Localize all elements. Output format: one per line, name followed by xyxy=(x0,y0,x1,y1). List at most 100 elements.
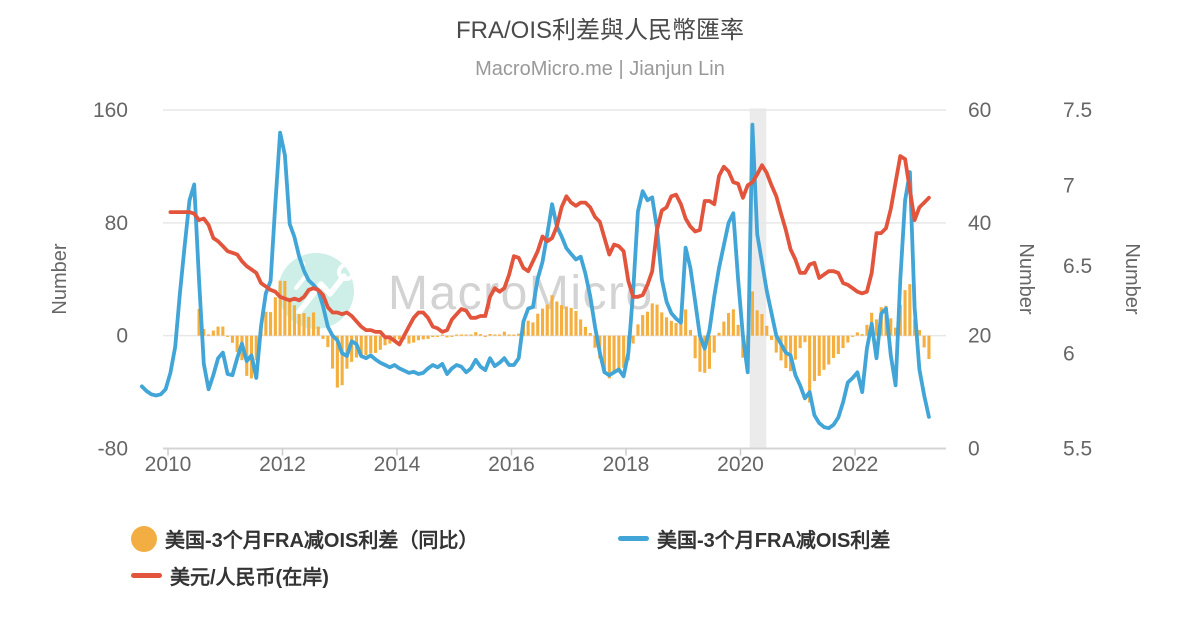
bar-0-62 xyxy=(493,334,497,336)
bar-0-109 xyxy=(717,332,721,336)
bar-0-100 xyxy=(674,323,678,336)
svg-text:5.5: 5.5 xyxy=(1063,438,1092,461)
legend-item-usdcny[interactable]: 美元/人民币(在岸) xyxy=(131,561,329,590)
bar-0-26 xyxy=(321,335,325,339)
bar-0-77 xyxy=(564,306,568,336)
bar-0-53 xyxy=(450,335,454,337)
bar-0-56 xyxy=(464,334,468,336)
legend-label-fraois-yoy: 美国-3个月FRA减OIS利差（同比） xyxy=(165,530,479,552)
svg-text:0: 0 xyxy=(968,438,980,461)
bar-0-131 xyxy=(822,335,826,370)
bar-0-105 xyxy=(698,335,702,372)
bar-0-103 xyxy=(688,330,692,336)
bar-0-16 xyxy=(273,297,277,336)
bar-0-12 xyxy=(254,335,258,361)
bar-0-110 xyxy=(722,321,726,336)
bar-0-70 xyxy=(531,322,535,336)
bar-0-22 xyxy=(302,313,306,336)
svg-text:2012: 2012 xyxy=(259,453,306,476)
bar-0-88 xyxy=(617,335,621,369)
svg-text:80: 80 xyxy=(105,212,128,235)
bar-0-145 xyxy=(889,318,893,336)
bar-0-130 xyxy=(817,335,821,376)
svg-text:2018: 2018 xyxy=(603,453,650,476)
bar-0-86 xyxy=(607,335,611,379)
bar-0-5 xyxy=(221,326,225,336)
bar-0-125 xyxy=(793,335,797,360)
bar-0-61 xyxy=(488,334,492,336)
svg-text:7: 7 xyxy=(1063,174,1075,197)
bar-0-71 xyxy=(536,313,540,336)
svg-text:Number: Number xyxy=(1121,243,1143,314)
bar-0-135 xyxy=(841,335,845,349)
bar-0-134 xyxy=(836,335,840,354)
bar-0-121 xyxy=(774,335,778,353)
chart-title: FRA/OIS利差與人民幣匯率 xyxy=(456,17,744,44)
bar-0-7 xyxy=(230,335,234,343)
legend: 美国-3个月FRA减OIS利差（同比） 美国-3个月FRA减OIS利差 美元/人… xyxy=(131,524,1131,604)
bar-0-81 xyxy=(583,326,587,336)
bar-0-52 xyxy=(445,335,449,338)
bar-0-133 xyxy=(832,335,836,358)
bar-0-129 xyxy=(812,335,816,381)
bar-0-104 xyxy=(693,335,697,359)
bar-0-49 xyxy=(431,335,435,338)
bar-0-24 xyxy=(312,312,316,336)
bar-0-111 xyxy=(727,313,731,336)
bar-0-94 xyxy=(645,311,649,336)
line-series[interactable] xyxy=(139,122,931,431)
bar-0-108 xyxy=(712,335,716,353)
svg-text:2010: 2010 xyxy=(145,453,192,476)
bar-0-46 xyxy=(416,335,420,341)
bar-0-47 xyxy=(421,335,425,340)
bar-0-63 xyxy=(498,334,502,336)
bar-0-58 xyxy=(474,332,478,336)
bar-0-3 xyxy=(211,330,215,336)
bar-0-137 xyxy=(851,335,855,337)
bar-0-152 xyxy=(922,335,926,348)
bar-0-82 xyxy=(588,333,592,336)
bar-0-119 xyxy=(765,325,769,336)
bar-0-116 xyxy=(750,291,754,336)
svg-text:6: 6 xyxy=(1063,343,1075,366)
bar-0-14 xyxy=(264,311,268,336)
bar-0-78 xyxy=(569,307,573,336)
bar-0-101 xyxy=(679,322,683,336)
bar-0-79 xyxy=(574,311,578,336)
bar-0-139 xyxy=(860,334,864,336)
bar-0-93 xyxy=(641,315,645,336)
bar-0-136 xyxy=(846,335,850,343)
legend-item-fraois[interactable]: 美国-3个月FRA减OIS利差 xyxy=(618,524,890,553)
bar-0-2 xyxy=(207,334,211,336)
bar-0-142 xyxy=(874,319,878,336)
bar-0-89 xyxy=(622,335,626,368)
bar-0-34 xyxy=(359,335,363,357)
bar-0-120 xyxy=(770,335,774,340)
bar-0-59 xyxy=(478,334,482,336)
bar-0-50 xyxy=(436,335,440,337)
bar-0-97 xyxy=(660,312,664,336)
svg-text:Number: Number xyxy=(49,243,71,314)
bar-0-28 xyxy=(331,335,335,369)
bar-0-76 xyxy=(560,305,564,336)
svg-text:MacroMicro: MacroMicro xyxy=(388,267,654,320)
bar-0-51 xyxy=(440,334,444,336)
bar-0-0 xyxy=(197,308,201,336)
bar-0-118 xyxy=(760,314,764,336)
svg-text:2020: 2020 xyxy=(717,453,764,476)
legend-item-fraois-yoy[interactable]: 美国-3个月FRA减OIS利差（同比） xyxy=(131,524,478,553)
bar-0-146 xyxy=(894,327,898,336)
bar-0-15 xyxy=(269,312,273,336)
svg-text:2022: 2022 xyxy=(832,453,879,476)
bar-0-25 xyxy=(316,326,320,336)
bar-0-148 xyxy=(903,290,907,336)
bar-0-30 xyxy=(340,335,344,386)
svg-text:7.5: 7.5 xyxy=(1063,99,1092,122)
bar-0-42 xyxy=(397,335,401,340)
bar-0-36 xyxy=(369,335,373,354)
bar-0-4 xyxy=(216,326,220,336)
bar-0-107 xyxy=(707,335,711,369)
bar-0-32 xyxy=(350,335,354,362)
bar-0-54 xyxy=(455,334,459,336)
